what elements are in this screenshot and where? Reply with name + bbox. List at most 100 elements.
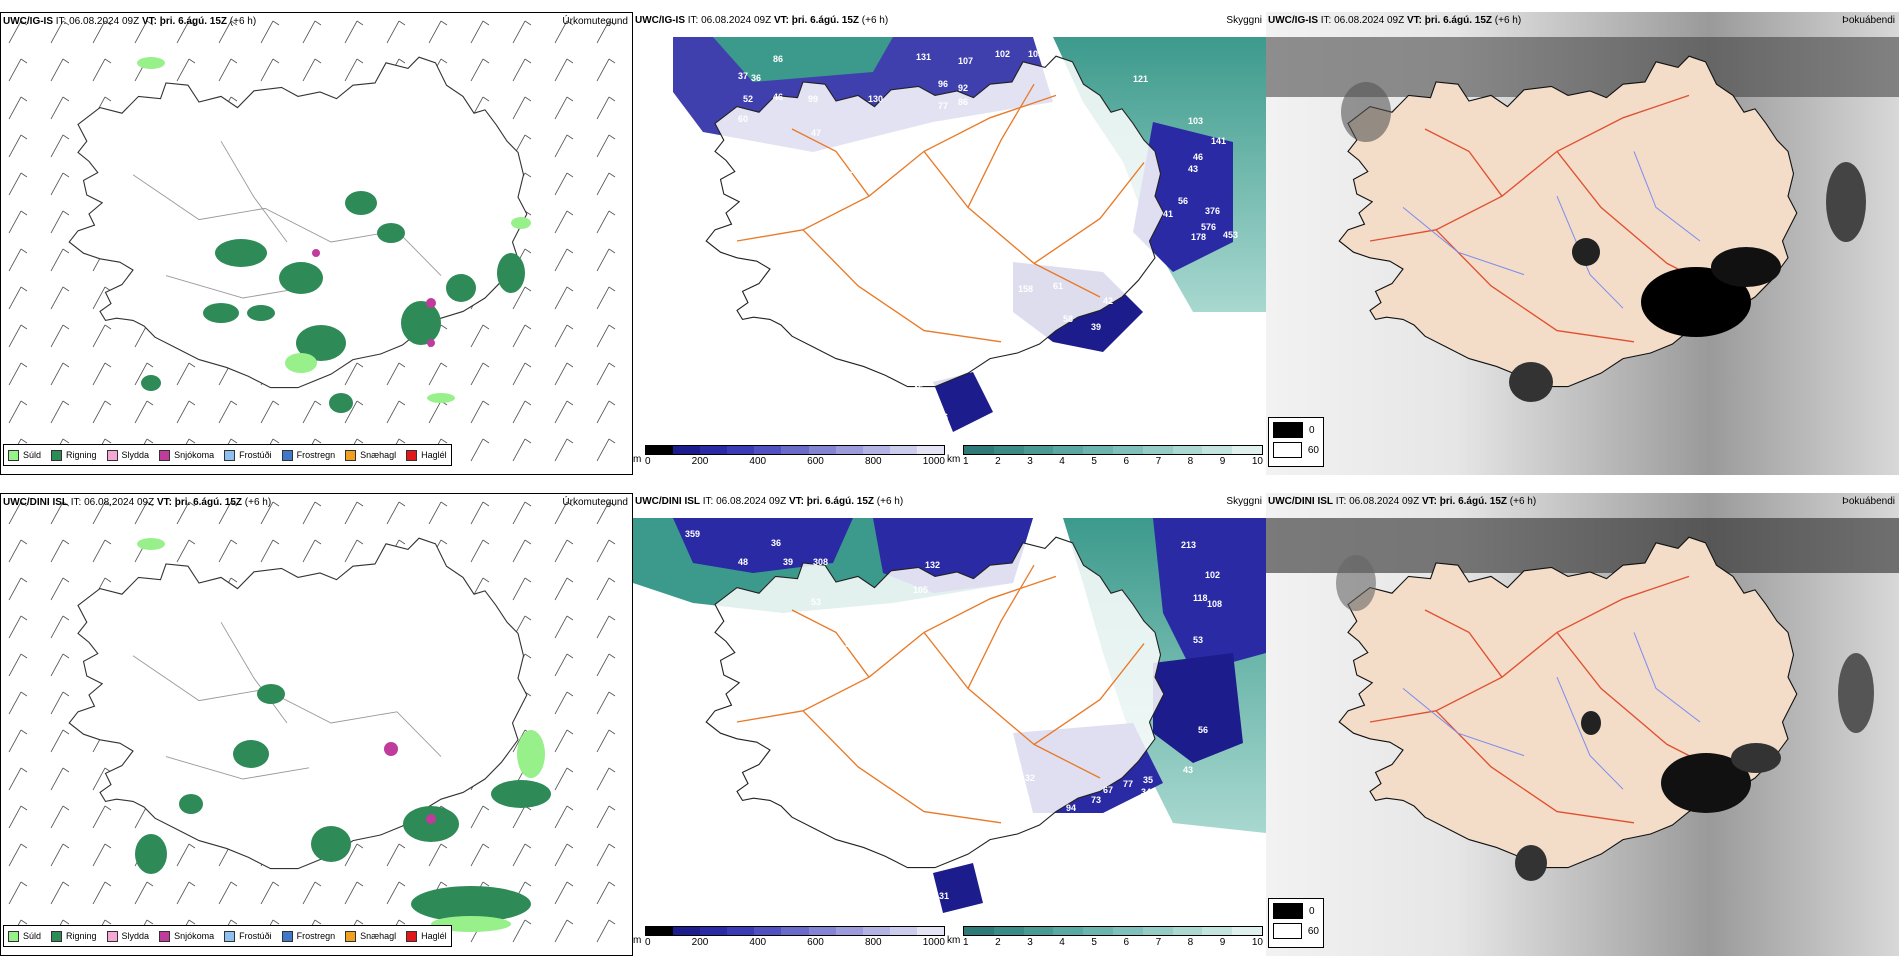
svg-text:105: 105 [913,585,928,595]
svg-text:61: 61 [1053,281,1063,291]
legend-item: Súld [8,930,41,942]
svg-text:77: 77 [938,101,948,111]
colorbar-bar [645,445,945,455]
legend-swatch [159,449,171,461]
svg-text:31: 31 [939,891,949,901]
svg-text:47: 47 [811,128,821,138]
svg-text:78: 78 [933,366,943,376]
rain-areas [141,191,525,413]
legend-item: Snjókoma [159,449,214,461]
colorbar-ticks: 1 2 3 4 5 6 7 8 9 10 [963,937,1263,948]
legend-item: Snjókoma [159,930,214,942]
svg-text:58: 58 [1063,314,1073,324]
svg-text:45: 45 [913,384,923,394]
legend-swatch [406,930,418,942]
legend-item: Snæhagl [345,449,396,461]
legend-swatch [1273,442,1302,458]
fog-legend: 0 60 [1268,898,1324,948]
svg-text:77: 77 [1123,779,1133,789]
legend-item: Súld [8,449,41,461]
colorbar-swatch [727,446,755,454]
colorbar-ticks: 0 200 400 600 800 1000 [645,456,945,467]
panel-title: Skyggni [1226,15,1262,26]
svg-text:158: 158 [1018,284,1033,294]
svg-text:121: 121 [1133,74,1148,84]
colorbar-swatch [993,446,1024,454]
svg-text:56: 56 [1198,725,1208,735]
svg-text:48: 48 [738,557,748,567]
precip-panel-row1: UWC/IG-IS IT: 06.08.2024 09Z VT: þri. 6.… [0,12,633,475]
svg-text:113: 113 [943,260,958,270]
cloudbase-map: 86 37 36 52 46 99 130 131 107 102 103 77… [633,12,1266,475]
svg-text:32: 32 [1025,773,1035,783]
colorbar-swatch [646,927,674,935]
legend-swatch [224,449,236,461]
cloudbase-colorbar: m 0 200 400 600 800 1000 [633,926,945,948]
svg-text:86: 86 [958,97,968,107]
colorbar-swatch [1053,446,1084,454]
svg-text:53: 53 [811,597,821,607]
legend-item: Haglél [406,449,447,461]
svg-text:131: 131 [916,52,931,62]
panel-header: UWC/DINI ISL IT: 06.08.2024 09Z VT: þri.… [1268,496,1537,507]
colorbar-swatch [1112,446,1143,454]
legend-item: Snæhagl [345,930,396,942]
svg-text:141: 141 [1211,136,1226,146]
colorbar-swatch [889,927,917,935]
precip-legend: Súld Rigning Slydda Snjókoma Frostúði Fr… [3,444,452,466]
legend-swatch [159,930,171,942]
colorbar-swatch [1232,927,1262,935]
svg-text:36: 36 [751,73,761,83]
svg-text:53: 53 [1193,635,1203,645]
svg-text:46: 46 [1063,823,1073,833]
legend-swatch [1273,903,1303,919]
panel-header: UWC/IG-IS IT: 06.08.2024 09Z VT: þri. 6.… [1268,15,1522,26]
precip-legend: Súld Rigning Slydda Snjókoma Frostúði Fr… [3,925,452,947]
svg-text:108: 108 [1207,599,1222,609]
svg-text:376: 376 [1205,206,1220,216]
svg-text:359: 359 [685,529,700,539]
colorbar-unit: m [633,454,642,465]
svg-text:99: 99 [808,94,818,104]
svg-text:41: 41 [1163,209,1173,219]
legend-swatch [281,449,293,461]
cloud-panel-row2: 359 36 48 39 308 53 132 105 213 102 108 … [633,493,1266,956]
svg-text:46: 46 [773,92,783,102]
colorbar-swatch [700,927,728,935]
cloudbase-colorbar: m 0 200 400 600 800 1000 [633,445,945,467]
panel-title: Þokuábendi [1842,15,1895,26]
colorbar-swatch [1083,446,1113,454]
colorbar-unit: m [633,935,642,946]
cloudbase-map: 359 36 48 39 308 53 132 105 213 102 108 … [633,493,1266,956]
legend-row: 60 [1273,442,1319,458]
colorbar-swatch [964,446,994,454]
legend-swatch [106,449,118,461]
fog-legend: 0 60 [1268,417,1324,467]
svg-text:86: 86 [773,54,783,64]
legend-row: 0 [1273,903,1319,919]
svg-text:35: 35 [1143,775,1153,785]
drizzle-areas [137,57,531,403]
legend-item: Slydda [106,449,149,461]
fog-panel-row2: UWC/DINI ISL IT: 06.08.2024 09Z VT: þri.… [1266,493,1899,956]
cloudbase-labels: 359 36 48 39 308 53 132 105 213 102 108 … [685,529,1222,901]
legend-swatch [224,930,236,942]
svg-text:54: 54 [845,639,855,649]
colorbar-swatch [754,927,782,935]
colorbar-swatch [1112,927,1143,935]
svg-text:308: 308 [813,557,828,567]
panel-title: Úrkomutegund [562,16,628,27]
colorbar-swatch [835,927,863,935]
svg-text:26: 26 [938,412,948,422]
svg-text:67: 67 [1103,785,1113,795]
colorbar-bar [963,926,1263,936]
svg-text:92: 92 [958,83,968,93]
colorbar-swatch [754,446,782,454]
legend-swatch [1273,422,1303,438]
colorbar-swatch [1172,446,1203,454]
svg-text:213: 213 [1181,540,1196,550]
svg-text:118: 118 [1193,593,1208,603]
svg-text:94: 94 [1066,803,1076,813]
snow-areas [312,249,436,347]
svg-text:37: 37 [738,71,748,81]
